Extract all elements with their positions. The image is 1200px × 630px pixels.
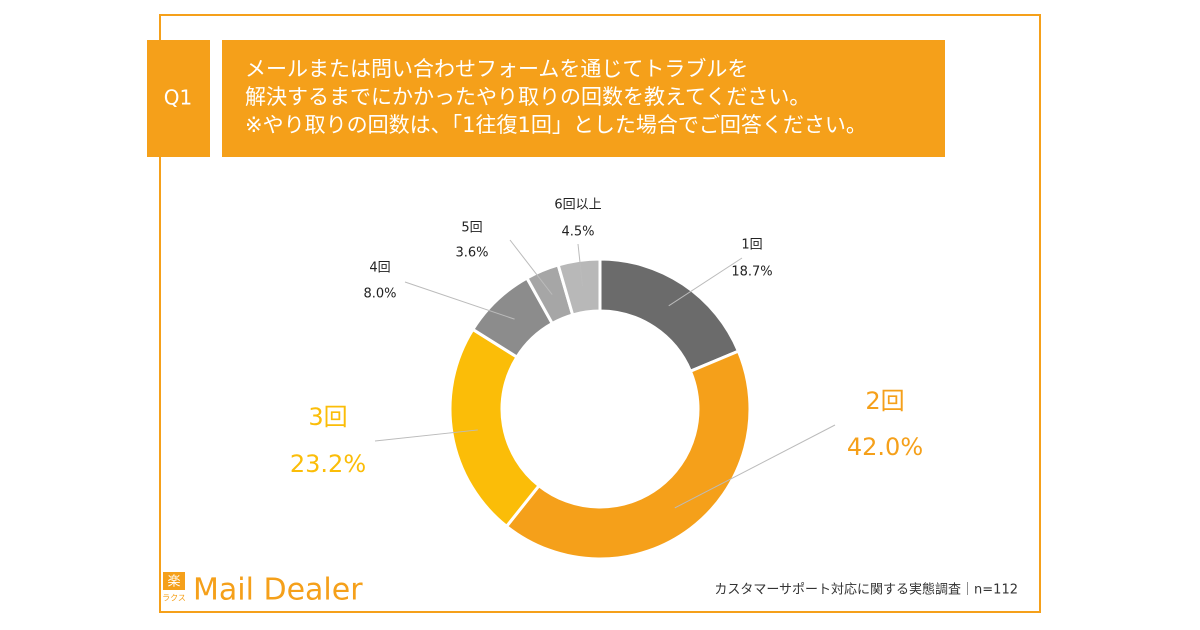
data-label-value: 8.0% xyxy=(363,287,396,302)
source: カスタマーサポート対応に関する実態調査｜n=112 xyxy=(714,582,1018,598)
logo-name: Mail Dealer xyxy=(193,573,363,608)
leader-line xyxy=(577,243,584,287)
data-label-category: 1回 xyxy=(741,238,762,253)
data-label-value: 23.2% xyxy=(290,450,366,478)
frame xyxy=(159,14,1041,613)
question-label: Q1 xyxy=(164,86,192,110)
logo-mark: 楽 xyxy=(167,574,180,590)
data-label-value: 3.6% xyxy=(455,246,488,261)
data-label-category: 5回 xyxy=(461,221,482,236)
donut-segment xyxy=(556,257,602,317)
leader-line xyxy=(668,257,743,307)
chart-title: メールまたは問い合わせフォームを通じてトラブルを xyxy=(245,57,748,81)
logo-mark-box xyxy=(163,572,185,590)
logo-kana: ラクス xyxy=(162,594,186,603)
data-label-value: 4.5% xyxy=(561,225,594,240)
data-label-value: 18.7% xyxy=(731,265,772,280)
data-label-category: 3回 xyxy=(308,403,347,431)
leader-line xyxy=(374,429,478,442)
donut-segment xyxy=(504,349,752,561)
title-box xyxy=(222,40,945,157)
chart-title: ※やり取りの回数は、「1往復1回」とした場合でご回答ください。 xyxy=(245,113,867,137)
donut-segment xyxy=(448,327,542,529)
leader-line xyxy=(674,424,836,509)
data-label-category: 2回 xyxy=(865,387,904,415)
question-box xyxy=(147,40,210,157)
leader-line xyxy=(404,281,515,320)
chart-title: 解決するまでにかかったやり取りの回数を教えてください。 xyxy=(245,85,810,109)
leader-line xyxy=(509,239,553,295)
donut-segment xyxy=(598,257,741,374)
data-label-value: 42.0% xyxy=(847,433,923,461)
data-label-category: 4回 xyxy=(369,261,390,276)
data-label-category: 6回以上 xyxy=(554,198,601,213)
